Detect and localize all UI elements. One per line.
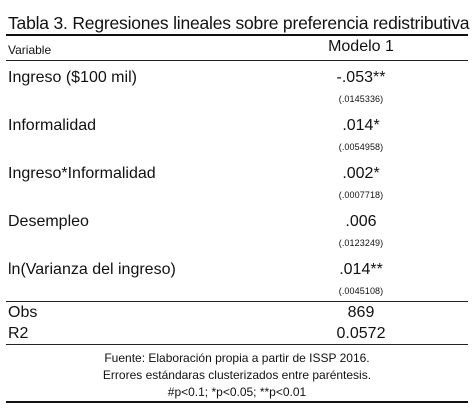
- note-errors: Errores estándaras clusterizados entre p…: [102, 368, 372, 382]
- row-standard-error: (.0123249): [338, 238, 384, 248]
- stat-row-obs: Obs 869: [6, 302, 468, 323]
- table-row: Informalidad .014* (.0054958): [6, 109, 468, 157]
- table-notes: Fuente: Elaboración propia a partir de I…: [6, 345, 468, 401]
- row-coefficient: .006: [345, 213, 377, 230]
- model-column-header: Modelo 1: [328, 38, 394, 55]
- table-row: Ingreso ($100 mil) -.053** (.0145336): [6, 61, 468, 109]
- row-label: Ingreso*Informalidad: [8, 165, 156, 182]
- row-standard-error: (.0054958): [338, 142, 384, 152]
- row-label: ln(Varianza del ingreso): [8, 261, 176, 278]
- stat-value: 869: [347, 304, 375, 321]
- stat-label: Obs: [8, 304, 38, 321]
- coefficient-block: Ingreso ($100 mil) -.053** (.0145336) In…: [6, 61, 468, 301]
- table-title: Tabla 3. Regresiones lineales sobre pref…: [8, 13, 470, 33]
- row-standard-error: (.0145336): [338, 94, 384, 104]
- stat-row-r2: R2 0.0572: [6, 323, 468, 344]
- row-coefficient: .002*: [342, 165, 380, 182]
- top-rule: [6, 34, 468, 36]
- header-rule: [6, 60, 468, 61]
- table-row: Ingreso*Informalidad .002* (.0007718): [6, 157, 468, 205]
- row-coefficient: .014**: [339, 261, 383, 278]
- row-coefficient: -.053**: [336, 69, 386, 86]
- row-label: Informalidad: [8, 117, 97, 134]
- regression-table: Tabla 3. Regresiones lineales sobre pref…: [6, 12, 470, 403]
- table-row: ln(Varianza del ingreso) .014** (.004510…: [6, 253, 468, 301]
- stats-rule: [6, 301, 468, 302]
- note-significance: #p<0.1; *p<0.05; **p<0.01: [167, 385, 307, 399]
- notes-rule: [6, 344, 468, 345]
- row-standard-error: (.0045108): [338, 286, 384, 296]
- variable-column-header: Variable: [8, 43, 52, 57]
- note-source: Fuente: Elaboración propia a partir de I…: [104, 351, 370, 365]
- bottom-rule: [6, 401, 468, 403]
- row-label: Ingreso ($100 mil): [8, 69, 137, 86]
- row-standard-error: (.0007718): [338, 190, 384, 200]
- table-row: Desempleo .006 (.0123249): [6, 205, 468, 253]
- stat-value: 0.0572: [336, 325, 386, 342]
- row-label: Desempleo: [8, 213, 89, 230]
- header-row: Variable Modelo 1: [6, 36, 468, 60]
- stat-label: R2: [8, 325, 29, 342]
- row-coefficient: .014*: [342, 117, 380, 134]
